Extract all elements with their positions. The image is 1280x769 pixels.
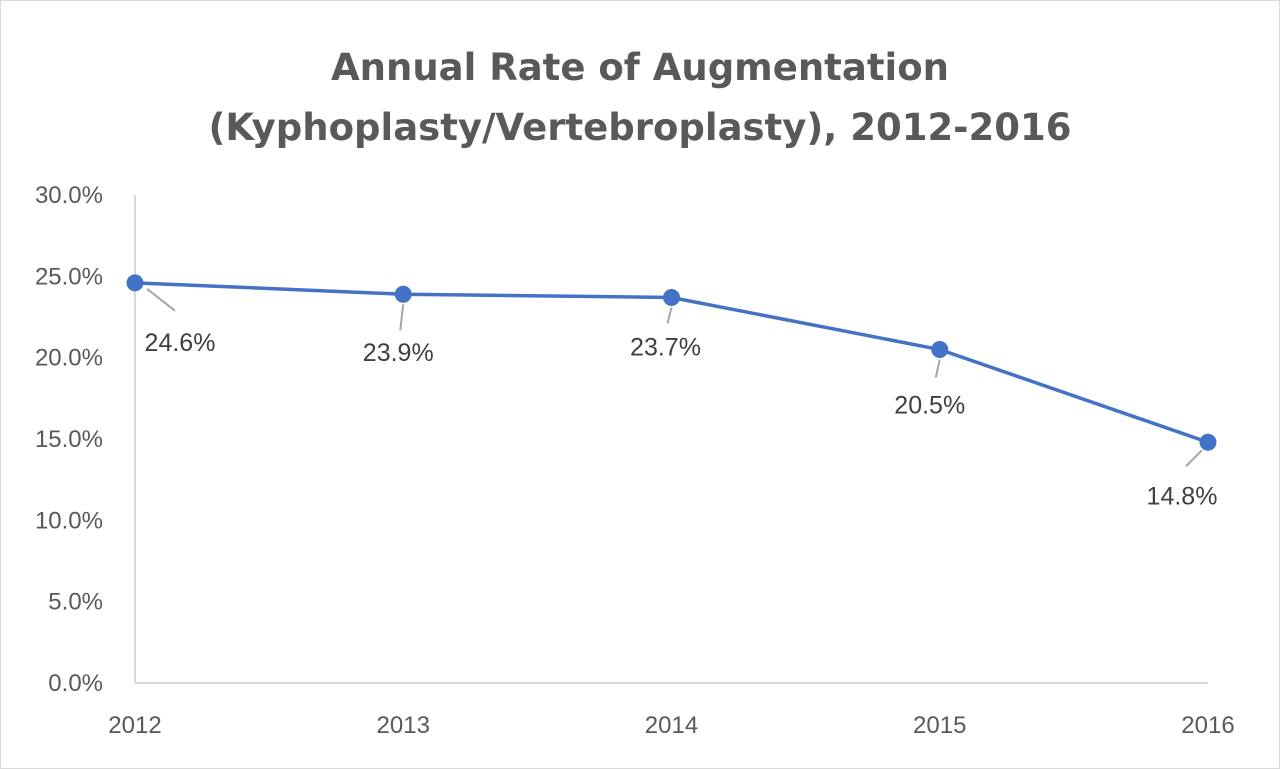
series-line [133, 281, 1210, 445]
data-point [931, 341, 949, 359]
y-tick-label: 0.0% [48, 670, 103, 697]
data-point [1199, 433, 1217, 451]
data-label-leader [1185, 449, 1203, 467]
x-tick-label: 2014 [645, 712, 698, 739]
y-tick-label: 5.0% [48, 589, 103, 616]
data-label: 24.6% [145, 329, 216, 357]
chart-title: Annual Rate of Augmentation (Kyphoplasty… [0, 38, 1280, 158]
data-label-leader [934, 359, 941, 378]
chart-title-line-2: (Kyphoplasty/Vertebroplasty), 2012-2016 [208, 106, 1072, 149]
data-labels: 24.6% 23.9% 23.7% 20.5% 14.8% [145, 329, 1218, 510]
y-tick-label: 25.0% [35, 263, 103, 290]
x-tick-label: 2013 [377, 712, 430, 739]
data-label-leaders [146, 288, 1203, 467]
y-tick-label: 10.0% [35, 507, 103, 534]
data-point [663, 288, 680, 306]
data-label-leader [146, 288, 176, 312]
axes [134, 195, 1208, 684]
y-axis-tick-labels: 0.0% 5.0% 10.0% 15.0% 20.0% 25.0% 30.0% [35, 182, 103, 697]
data-point [126, 274, 144, 292]
series [126, 274, 1217, 451]
x-tick-label: 2015 [913, 712, 966, 739]
data-label: 23.9% [363, 339, 434, 367]
x-tick-label: 2012 [108, 712, 161, 739]
data-label: 20.5% [894, 392, 965, 420]
data-label: 14.8% [1147, 482, 1218, 510]
data-label-leader [666, 307, 673, 324]
data-label: 23.7% [630, 333, 701, 361]
x-axis-tick-labels: 2012 2013 2014 2015 2016 [108, 712, 1234, 739]
y-tick-label: 20.0% [35, 345, 103, 372]
x-tick-label: 2016 [1181, 712, 1234, 739]
y-tick-label: 15.0% [35, 426, 103, 453]
chart-title-line-1: Annual Rate of Augmentation [331, 46, 949, 89]
y-tick-label: 30.0% [35, 182, 103, 209]
data-point [394, 285, 412, 303]
data-label-leader [399, 304, 405, 331]
